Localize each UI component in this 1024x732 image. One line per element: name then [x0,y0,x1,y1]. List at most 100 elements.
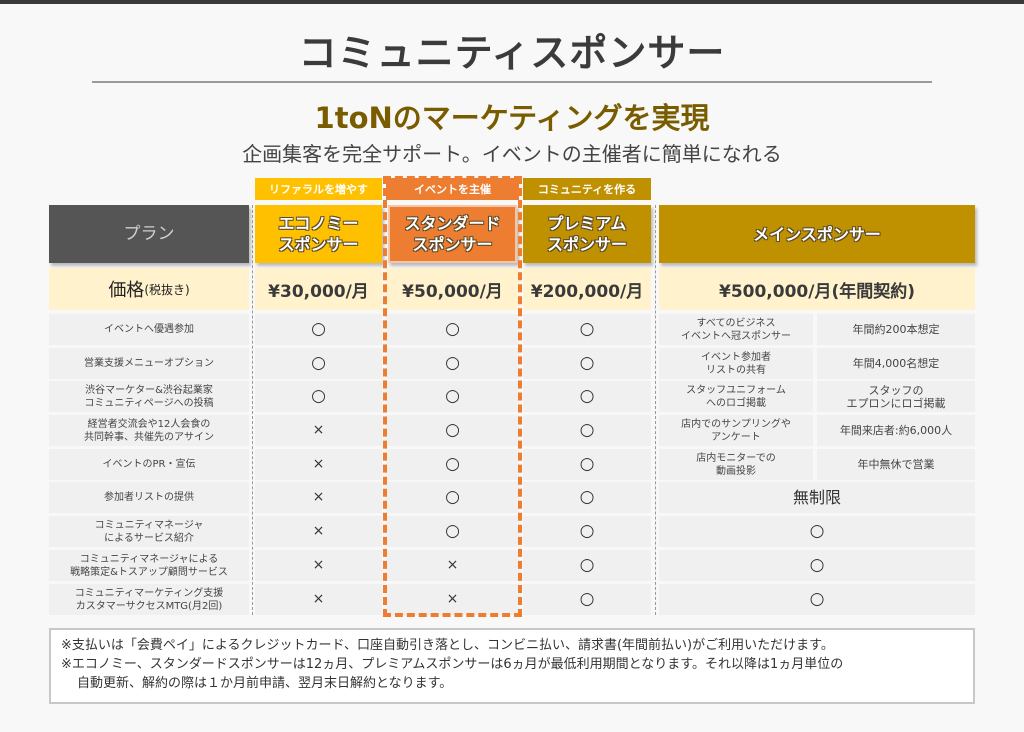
main-benefit-value: 年間約200本想定 [817,314,975,345]
main-benefit-label: 店内でのサンプリングや アンケート [659,415,813,446]
main-sponsor-price: ¥500,000/月(年間契約) [659,268,975,310]
benefit-value-line-2: エプロンにロゴ掲載 [846,396,946,410]
economy-name-2: スポンサー [278,235,359,254]
row-label-line-1: 経営者交流会や12人会食の [87,418,211,430]
premium-availability: ○ [523,482,651,513]
premium-tag: コミュニティを作る [523,178,651,200]
page-tagline: 企画集客を完全サポート。イベントの主催者に簡単になれる [242,142,782,166]
premium-header: プレミアムスポンサー [523,205,651,263]
row-label-line-2: によるサービス紹介 [104,532,194,544]
economy-availability: × [255,449,382,480]
main-benefit-label: 店内モニターでの 動画投影 [659,449,813,480]
feature-label: 営業支援メニューオプション [49,348,249,379]
payment-notes: ※支払いは「会費ペイ」によるクレジットカード、口座自動引き落とし、コンビニ払い、… [49,628,975,704]
economy-tag: リファラルを増やす [255,178,382,200]
row-label-line-2: リストの共有 [706,364,766,376]
economy-availability: × [255,415,382,446]
premium-availability: ○ [523,415,651,446]
premium-name-1: プレミアム [547,214,627,233]
row-label-line-1: コミュニティマネージャ [94,519,204,531]
note-line-3: 自動更新、解約の際は１か月前申請、翌月末日解約となります。 [77,676,453,691]
standard-availability: ○ [386,482,519,513]
standard-availability: ○ [386,415,519,446]
standard-availability: ○ [386,516,519,547]
standard-name-2: スポンサー [412,235,493,254]
benefit-value-line-1: 年間4,000名想定 [852,357,940,370]
premium-availability: ○ [523,314,651,345]
economy-header: エコノミースポンサー [255,205,382,263]
premium-availability: ○ [523,550,651,581]
standard-availability: × [386,584,519,615]
plan-header: プラン [49,205,249,263]
feature-label: コミュニティマネージャによる 戦略策定&トスアップ顧問サービス [49,550,249,581]
benefit-value-line-1: 年間来店者:約6,000人 [839,424,953,437]
standard-availability: ○ [386,348,519,379]
row-label-line-1: 参加者リストの提供 [104,492,194,503]
row-label-line-2: カスタマーサクセスMTG(月2回) [75,600,223,612]
economy-price: ¥30,000/月 [255,268,382,310]
feature-label: コミュニティマーケティング支援 カスタマーサクセスMTG(月2回) [49,584,249,615]
economy-availability: ○ [255,381,382,412]
premium-availability: ○ [523,449,651,480]
standard-availability: ○ [386,314,519,345]
divider [655,205,656,615]
main-benefit-label: スタッフユニフォーム へのロゴ掲載 [659,381,813,412]
premium-price: ¥200,000/月 [523,268,651,310]
benefit-value-line-1: スタッフの [868,383,924,397]
row-label-line-1: 渋谷マーケター&渋谷起業家 [85,384,213,396]
row-label-line-2: 戦略策定&トスアップ顧問サービス [70,566,228,578]
premium-availability: ○ [523,348,651,379]
row-label-line-1: すべてのビジネス [696,317,776,329]
feature-label: 渋谷マーケター&渋谷起業家 コミュニティページへの投稿 [49,381,249,412]
row-label-line-2: 動画投影 [716,465,756,477]
note-line-2: ※エコノミー、スタンダードスポンサーは12ヵ月、プレミアムスポンサーは6ヵ月が最… [61,657,844,672]
row-label-line-1: スタッフユニフォーム [686,384,786,396]
standard-availability: ○ [386,381,519,412]
row-label-line-2: 共同幹事、共催先のアサイン [84,431,214,443]
premium-name-2: スポンサー [546,235,627,254]
premium-availability: ○ [523,516,651,547]
row-label-line-2: コミュニティページへの投稿 [84,397,214,409]
main-benefit-value: 年間来店者:約6,000人 [817,415,975,446]
row-label-line-1: コミュニティマネージャによる [79,553,219,565]
main-benefit-label: すべてのビジネス イベントへ冠スポンサー [659,314,813,345]
price-label-note: (税抜き) [144,282,190,297]
main-benefit-value: 年間4,000名想定 [817,348,975,379]
row-label-line-1: 店内でのサンプリングや [681,418,791,430]
feature-label: 参加者リストの提供 [49,482,249,513]
price-label-text: 価格 [108,280,145,301]
row-label-line-1: イベント参加者 [701,351,771,363]
economy-availability: ○ [255,314,382,345]
row-label-line-1: イベントのPR・宣伝 [102,459,196,470]
row-label-line-1: コミュニティマーケティング支援 [74,587,224,599]
standard-availability: × [386,550,519,581]
note-line-1: ※支払いは「会費ペイ」によるクレジットカード、口座自動引き落とし、コンビニ払い、… [61,638,834,653]
economy-name-1: エコノミー [278,214,359,233]
title-divider [92,81,932,83]
feature-label: イベントへ優遇参加 [49,314,249,345]
benefit-value-line-1: 年中無休で営業 [857,458,935,471]
standard-price: ¥50,000/月 [386,268,519,310]
row-label-line-2: へのロゴ掲載 [705,397,766,409]
standard-availability: ○ [386,449,519,480]
feature-label: コミュニティマネージャ によるサービス紹介 [49,516,249,547]
economy-availability: ○ [255,348,382,379]
standard-tag: イベントを主催 [386,178,519,200]
page-title: コミュニティスポンサー [298,31,726,75]
feature-label: イベントのPR・宣伝 [49,449,249,480]
row-label-line-1: 店内モニターでの [696,452,776,464]
economy-availability: × [255,516,382,547]
main-benefit-value: 年中無休で営業 [817,449,975,480]
row-label-line-1: イベントへ優遇参加 [104,324,194,335]
main-sponsor-availability: 無制限 [659,482,975,513]
standard-name-1: スタンダード [404,214,501,233]
main-sponsor-availability: ○ [659,550,975,581]
feature-label: 経営者交流会や12人会食の 共同幹事、共催先のアサイン [49,415,249,446]
premium-availability: ○ [523,381,651,412]
row-label-line-2: アンケート [711,431,761,443]
economy-availability: × [255,482,382,513]
main-benefit-value: スタッフの エプロンにロゴ掲載 [817,381,975,412]
standard-header: スタンダード スポンサー [388,205,517,263]
divider [252,205,253,615]
row-label-line-1: 営業支援メニューオプション [84,358,214,369]
